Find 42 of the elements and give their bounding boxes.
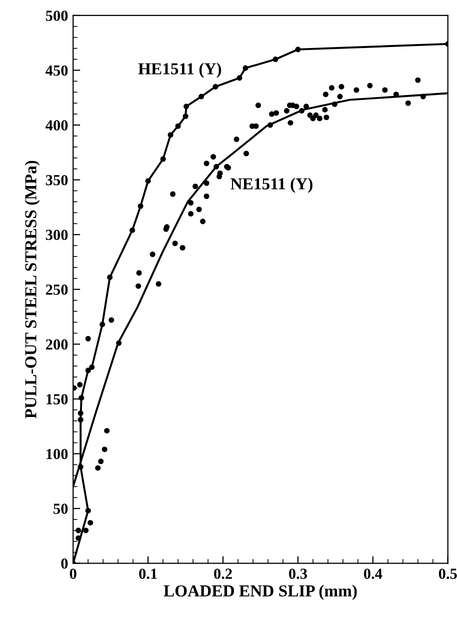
series-label: NE1511 (Y) — [230, 178, 312, 193]
point — [236, 75, 242, 81]
y-tick-label: 450 — [46, 65, 68, 76]
point — [272, 56, 278, 62]
point — [145, 178, 151, 184]
point — [182, 113, 188, 120]
y-tick-label: 250 — [46, 284, 68, 295]
point — [85, 368, 91, 374]
point — [184, 104, 190, 110]
y-tick-label: 350 — [46, 174, 68, 186]
y-tick-label: 200 — [46, 339, 68, 350]
x-axis-title: LOADED END SLIP (mm) — [164, 584, 357, 600]
y-tick-label: 50 — [54, 504, 68, 514]
point — [138, 203, 144, 209]
point — [78, 395, 84, 401]
x-tick-label: 0 — [70, 568, 76, 579]
point — [85, 508, 91, 514]
y-tick-label: 100 — [46, 448, 68, 460]
point — [168, 132, 174, 138]
x-tick-label: 0.2 — [214, 568, 232, 579]
point — [242, 65, 248, 71]
x-tick-label: 0.4 — [364, 568, 382, 579]
point — [130, 227, 136, 233]
x-tick-label: 0.5 — [438, 568, 457, 579]
point — [175, 123, 181, 129]
point — [295, 46, 301, 52]
x-tick-label: 0.1 — [139, 568, 157, 579]
x-tick-label: 0.3 — [289, 568, 307, 579]
point — [100, 322, 106, 328]
y-tick-label: 500 — [46, 10, 68, 21]
y-tick-label: 150 — [46, 394, 68, 404]
y-tick-label: 0 — [61, 558, 68, 569]
y-axis-title: PULL-OUT STEEL STRESS (MPa) — [24, 160, 40, 418]
point — [198, 94, 204, 100]
point — [89, 364, 95, 370]
point — [160, 156, 166, 162]
y-tick-label: 400 — [46, 120, 68, 130]
point — [212, 84, 218, 90]
series-label: HE1511 (Y) — [138, 62, 222, 78]
point — [107, 274, 113, 280]
point — [78, 416, 84, 423]
y-tick-label: 300 — [46, 230, 68, 240]
